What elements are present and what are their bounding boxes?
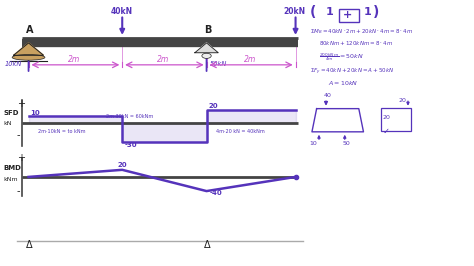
Text: 20: 20 (118, 162, 127, 168)
FancyBboxPatch shape (381, 108, 411, 131)
Text: $A = 10kN$: $A = 10kN$ (328, 79, 359, 87)
Polygon shape (122, 123, 207, 142)
Text: SFD: SFD (4, 110, 19, 116)
Text: 10: 10 (310, 141, 318, 146)
Text: 4m·20 kN = 40kNm: 4m·20 kN = 40kNm (216, 128, 264, 134)
Text: 20: 20 (209, 103, 219, 109)
FancyBboxPatch shape (338, 9, 359, 22)
Text: kNm: kNm (4, 177, 18, 182)
Text: 1: 1 (326, 7, 334, 16)
Text: 10kN: 10kN (5, 61, 22, 67)
Ellipse shape (12, 55, 45, 60)
Text: 20: 20 (399, 98, 407, 103)
Text: BMD: BMD (4, 165, 22, 172)
Text: $80kNm + 120kNm = 8 \cdot 4m$: $80kNm + 120kNm = 8 \cdot 4m$ (319, 39, 393, 47)
Text: 50kN: 50kN (210, 61, 228, 67)
Text: -30: -30 (125, 142, 137, 148)
Text: $\Sigma F_y = 40kN + 20 kN = A + 50kN$: $\Sigma F_y = 40kN + 20 kN = A + 50kN$ (310, 67, 394, 77)
Text: B: B (204, 25, 211, 35)
Text: $\frac{200kNm}{4m} = 50 kN$: $\frac{200kNm}{4m} = 50 kN$ (319, 51, 364, 63)
Text: 1: 1 (364, 7, 371, 16)
Text: 2m: 2m (244, 55, 256, 64)
Text: ): ) (373, 5, 379, 19)
Text: -40: -40 (210, 190, 222, 196)
Text: 20kN: 20kN (284, 7, 306, 16)
Text: 2m·10kN = to kNm: 2m·10kN = to kNm (38, 128, 85, 134)
Polygon shape (28, 116, 122, 123)
Text: A: A (26, 25, 34, 35)
Text: +: + (17, 99, 25, 109)
Text: (: ( (310, 5, 316, 19)
Text: $\Sigma M_B = 40kN \cdot 2m + 20kN \cdot 4m = 8 \cdot 4m$: $\Sigma M_B = 40kN \cdot 2m + 20kN \cdot… (310, 27, 413, 36)
Polygon shape (207, 110, 296, 123)
Text: 20: 20 (382, 115, 390, 120)
Text: +: + (343, 10, 353, 20)
Polygon shape (14, 43, 44, 55)
Text: $\Delta$: $\Delta$ (25, 238, 33, 250)
Text: 40kN: 40kN (110, 7, 133, 16)
Text: 50: 50 (342, 141, 350, 146)
Text: 40: 40 (324, 93, 331, 98)
Circle shape (202, 53, 211, 59)
Text: $\Delta$: $\Delta$ (203, 238, 211, 250)
Text: 2m: 2m (68, 55, 81, 64)
Text: -: - (17, 186, 20, 196)
Text: 10: 10 (30, 110, 40, 116)
Text: 2m: 2m (157, 55, 170, 64)
Polygon shape (195, 43, 218, 53)
Text: -: - (17, 130, 20, 140)
Text: 2m·30kN = 60kNm: 2m·30kN = 60kNm (106, 114, 153, 119)
Text: kN: kN (4, 121, 12, 126)
Text: +: + (17, 153, 25, 163)
Text: $\checkmark$: $\checkmark$ (382, 127, 390, 136)
